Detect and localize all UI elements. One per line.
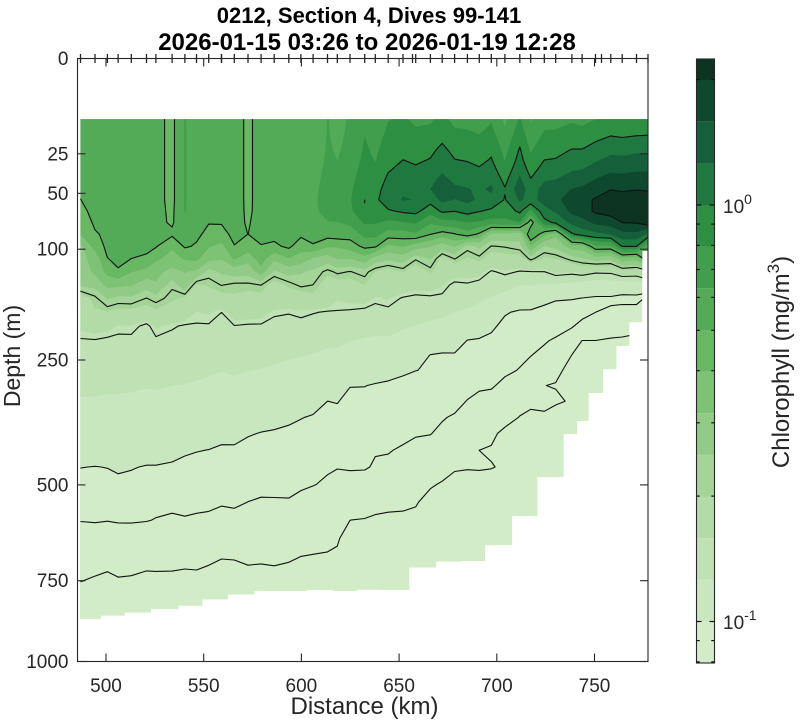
svg-text:2026-01-15 03:26 to 2026-01-19: 2026-01-15 03:26 to 2026-01-19 12:28 <box>158 29 576 56</box>
svg-text:0212, Section 4, Dives 99-141: 0212, Section 4, Dives 99-141 <box>217 3 522 28</box>
svg-text:Depth (m): Depth (m) <box>0 305 25 407</box>
svg-text:700: 700 <box>481 676 513 697</box>
svg-text:250: 250 <box>37 351 69 372</box>
svg-text:500: 500 <box>37 475 69 496</box>
svg-text:750: 750 <box>37 571 69 592</box>
svg-text:650: 650 <box>383 676 415 697</box>
svg-text:Chlorophyll (mg/m3): Chlorophyll (mg/m3) <box>764 256 795 468</box>
svg-text:Distance (km): Distance (km) <box>290 693 438 720</box>
svg-text:500: 500 <box>90 676 122 697</box>
svg-text:600: 600 <box>286 676 318 697</box>
svg-text:1000: 1000 <box>26 652 68 673</box>
svg-text:750: 750 <box>579 676 611 697</box>
svg-text:0: 0 <box>58 49 69 70</box>
svg-text:25: 25 <box>47 144 68 165</box>
svg-text:50: 50 <box>47 184 68 205</box>
svg-text:100: 100 <box>37 240 69 261</box>
svg-text:550: 550 <box>188 676 220 697</box>
